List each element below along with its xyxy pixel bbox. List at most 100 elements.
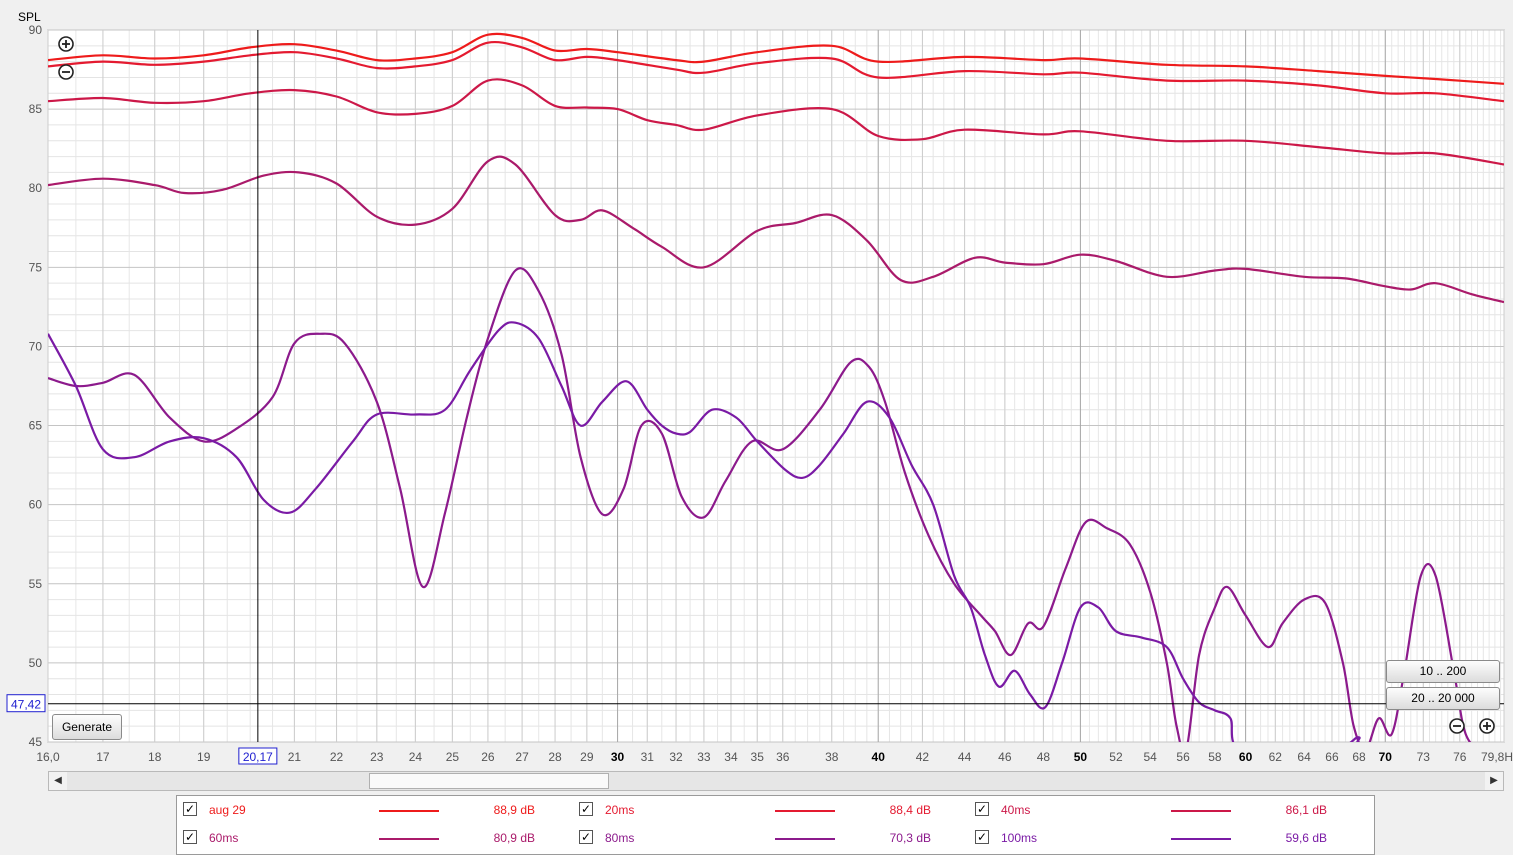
- x-tick-label: 18: [148, 750, 162, 764]
- x-tick-label: 30: [611, 750, 625, 764]
- x-tick-label: 27: [515, 750, 529, 764]
- x-tick-label: 52: [1109, 750, 1123, 764]
- legend-series-name: 60ms: [209, 831, 239, 845]
- cursor[interactable]: 20,17 47,42: [6, 30, 1504, 765]
- cursor-x-box: [238, 747, 278, 765]
- x-tick-label: 35: [751, 750, 765, 764]
- x-tick-label: 34: [724, 750, 738, 764]
- x-tick-label: 32: [669, 750, 683, 764]
- legend-series-name: 80ms: [605, 831, 635, 845]
- x-tick-label: 23: [370, 750, 384, 764]
- x-tick-label: 56: [1176, 750, 1190, 764]
- x-tick-label: 42: [916, 750, 930, 764]
- cursor-y-label: 47,42: [11, 698, 41, 712]
- x-tick-label: 19: [197, 750, 211, 764]
- legend-checkbox[interactable]: ✓: [183, 830, 197, 844]
- x-tick-label: 64: [1297, 750, 1311, 764]
- y-tick-label: 90: [29, 23, 43, 37]
- x-tick-label: 73: [1417, 750, 1431, 764]
- cursor-y-box: [6, 694, 46, 713]
- cursor-x-label: 20,17: [243, 750, 273, 764]
- x-tick-label: 28: [548, 750, 562, 764]
- horizontal-scrollbar[interactable]: ◀ ▶: [48, 771, 1504, 791]
- legend-checkbox[interactable]: ✓: [579, 830, 593, 844]
- x-tick-label: 25: [446, 750, 460, 764]
- legend-series-value: 86,1 dB: [1285, 803, 1327, 817]
- x-tick-label: 70: [1379, 750, 1393, 764]
- x-tick-label: 76: [1453, 750, 1467, 764]
- series-line-4: [48, 267, 1472, 742]
- y-tick-label: 85: [29, 102, 43, 116]
- x-ticks: 16,0 17 18 19 21 22 23 24 25 26 27 28 29 30 31 32 33 34 35…: [36, 750, 1513, 764]
- legend-checkbox[interactable]: ✓: [975, 830, 989, 844]
- x-zoom-in-icon[interactable]: [1479, 718, 1495, 734]
- range-20-20000-button[interactable]: 20 .. 20 000: [1386, 687, 1500, 710]
- y-tick-label: 70: [29, 339, 43, 353]
- legend-series-name: aug 29: [209, 803, 246, 817]
- zoom-in-icon[interactable]: [58, 36, 74, 52]
- legend-item[interactable]: ✓ 100ms 59,6 dB: [975, 828, 1355, 848]
- scrollbar-thumb[interactable]: [369, 773, 609, 789]
- legend-item[interactable]: ✓ aug 29 88,9 dB: [183, 800, 563, 820]
- legend-item[interactable]: ✓ 40ms 86,1 dB: [975, 800, 1355, 820]
- series-line-2: [48, 78, 1504, 166]
- legend-checkbox[interactable]: ✓: [579, 802, 593, 816]
- legend-series-value: 88,4 dB: [889, 803, 931, 817]
- x-tick-label: 31: [641, 750, 655, 764]
- x-tick-label: 54: [1143, 750, 1157, 764]
- range-10-200-button[interactable]: 10 .. 200: [1386, 660, 1500, 683]
- legend-series-value: 80,9 dB: [493, 831, 535, 845]
- x-tick-label: 62: [1269, 750, 1283, 764]
- y-tick-label: 45: [29, 735, 43, 749]
- x-tick-label: 16,0: [36, 750, 60, 764]
- legend: ✓ aug 29 88,9 dB ✓ 20ms 88,4 dB ✓ 40ms 86,1 dB ✓ 6…: [176, 795, 1375, 855]
- scroll-left-icon[interactable]: ◀: [49, 772, 67, 790]
- plot-area: [47, 29, 1505, 743]
- y-tick-label: 80: [29, 181, 43, 195]
- legend-line-swatch: [775, 810, 835, 812]
- x-tick-label: 29: [580, 750, 594, 764]
- legend-item[interactable]: ✓ 80ms 70,3 dB: [579, 828, 959, 848]
- x-tick-label: 50: [1074, 750, 1088, 764]
- series-lines: [48, 32, 1504, 742]
- x-tick-label: 60: [1239, 750, 1253, 764]
- y-tick-label: 75: [29, 260, 43, 274]
- legend-item[interactable]: ✓ 60ms 80,9 dB: [183, 828, 563, 848]
- y-tick-label: 50: [29, 656, 43, 670]
- legend-line-swatch: [1171, 838, 1231, 840]
- x-tick-label: 40: [872, 750, 886, 764]
- x-tick-label: 33: [697, 750, 711, 764]
- generate-button[interactable]: Generate: [52, 714, 122, 740]
- legend-line-swatch: [379, 838, 439, 840]
- legend-series-name: 100ms: [1001, 831, 1038, 845]
- legend-checkbox[interactable]: ✓: [975, 802, 989, 816]
- x-tick-label: 26: [481, 750, 495, 764]
- legend-line-swatch: [775, 838, 835, 840]
- legend-series-value: 70,3 dB: [889, 831, 931, 845]
- legend-checkbox[interactable]: ✓: [183, 802, 197, 816]
- series-line-1: [48, 40, 1504, 103]
- series-line-5: [48, 321, 1361, 742]
- y-tick-label: 65: [29, 419, 43, 433]
- x-tick-label: 44: [958, 750, 972, 764]
- x-tick-label: 58: [1208, 750, 1222, 764]
- legend-series-value: 59,6 dB: [1285, 831, 1327, 845]
- y-tick-label: 60: [29, 498, 43, 512]
- legend-item[interactable]: ✓ 20ms 88,4 dB: [579, 800, 959, 820]
- scroll-right-icon[interactable]: ▶: [1485, 772, 1503, 790]
- series-line-0: [48, 32, 1504, 85]
- y-tick-label: 55: [29, 577, 43, 591]
- y-ticks: 45 50 55 60 65 70 75 80 85 90: [29, 23, 43, 749]
- x-tick-label: 46: [998, 750, 1012, 764]
- x-tick-label: 38: [825, 750, 839, 764]
- x-zoom-out-icon[interactable]: [1449, 718, 1465, 734]
- x-tick-label: 22: [330, 750, 344, 764]
- zoom-out-icon[interactable]: [58, 64, 74, 80]
- legend-line-swatch: [379, 810, 439, 812]
- x-tick-label: 79,8H: [1481, 750, 1513, 764]
- x-tick-label: 17: [96, 750, 110, 764]
- legend-series-value: 88,9 dB: [493, 803, 535, 817]
- x-tick-label: 48: [1037, 750, 1051, 764]
- legend-series-name: 40ms: [1001, 803, 1031, 817]
